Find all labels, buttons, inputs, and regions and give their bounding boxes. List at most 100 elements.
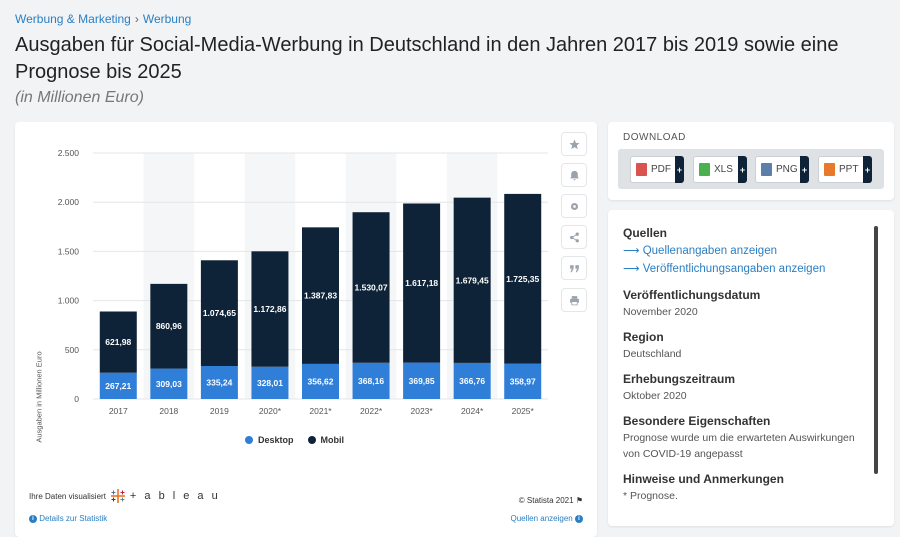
bar-desktop — [200, 366, 238, 399]
arrow-right-icon: ⟶ — [623, 263, 640, 275]
bar-mobil — [352, 212, 390, 363]
x-tick-label: 2025* — [512, 406, 535, 416]
show-sources-link[interactable]: Quellen anzeigen i — [510, 514, 583, 523]
bar-mobil — [504, 193, 542, 364]
x-tick-label: 2017 — [109, 406, 128, 416]
period-value: Oktober 2020 — [623, 390, 687, 402]
data-label-desktop: 356,62 — [308, 376, 334, 386]
data-label-mobil: 860,96 — [156, 321, 182, 331]
bar-chart: 0 500 1.000 1.500 2.000 2.500 267,21 621,98 2017… — [58, 148, 548, 416]
data-label-desktop: 366,76 — [459, 376, 485, 386]
bell-icon[interactable] — [561, 163, 587, 187]
legend-label-mobil: Mobil — [320, 435, 345, 445]
bar-desktop — [403, 362, 441, 399]
details-link[interactable]: i Details zur Statistik — [29, 514, 107, 523]
star-icon[interactable] — [561, 132, 587, 156]
legend-item-mobil[interactable]: Mobil — [307, 435, 345, 445]
legend-item-desktop[interactable]: Desktop — [245, 435, 294, 445]
bar-desktop — [99, 372, 137, 399]
bar-desktop — [504, 363, 542, 399]
x-tick-label: 2020* — [259, 406, 282, 416]
special-value: Prognose wurde um die erwarteten Auswirk… — [623, 432, 855, 460]
scrollbar[interactable] — [874, 226, 878, 474]
quote-icon[interactable] — [561, 256, 587, 280]
source-details-label: Quellenangaben anzeigen — [642, 245, 777, 257]
data-label-desktop: 335,24 — [206, 378, 232, 388]
breadcrumb-link-werbung[interactable]: Werbung — [142, 12, 192, 26]
legend-label-desktop: Desktop — [258, 435, 294, 445]
publication-details-link[interactable]: ⟶ Veröffentlichungsangaben anzeigen — [623, 260, 873, 278]
data-label-mobil: 621,98 — [105, 337, 131, 347]
details-link-label: Details zur Statistik — [39, 514, 108, 523]
y-tick-label: 0 — [74, 394, 79, 404]
download-ppt-button[interactable]: PPT + — [818, 156, 872, 183]
x-tick-label: 2024* — [461, 406, 484, 416]
pubdate-value: November 2020 — [623, 306, 698, 318]
data-label-mobil: 1.617,18 — [405, 278, 438, 288]
data-label-desktop: 309,03 — [156, 379, 182, 389]
download-bar: PDF + XLS + PNG + PPT + — [618, 149, 884, 189]
download-ppt-label: PPT — [839, 164, 859, 175]
plus-icon[interactable]: + — [675, 156, 684, 183]
visualized-text: Ihre Daten visualisiert — [29, 491, 106, 501]
tableau-icon — [110, 489, 125, 503]
share-icon[interactable] — [561, 225, 587, 249]
bar-mobil — [302, 227, 339, 364]
x-tick-label: 2018 — [159, 406, 178, 416]
x-tick-label: 2023* — [411, 406, 434, 416]
publication-details-label: Veröffentlichungsangaben anzeigen — [642, 263, 826, 275]
y-tick-label: 500 — [65, 345, 79, 355]
x-tick-label: 2019 — [210, 406, 229, 416]
source-details-link[interactable]: ⟶ Quellenangaben anzeigen — [623, 242, 873, 260]
bar-mobil — [403, 203, 441, 363]
bar-desktop — [352, 362, 390, 399]
arrow-right-icon: ⟶ — [623, 245, 640, 257]
print-icon[interactable] — [561, 288, 587, 312]
data-label-desktop: 369,85 — [409, 376, 435, 386]
show-sources-label: Quellen anzeigen — [510, 514, 573, 523]
plus-icon[interactable]: + — [738, 156, 747, 183]
chart-card: Ausgaben in Millionen Euro 0 500 1.000 1.50… — [15, 122, 597, 537]
sources-content: Quellen ⟶ Quellenangaben anzeigen ⟶ Verö… — [623, 226, 873, 514]
download-pdf-button[interactable]: PDF + — [630, 156, 684, 183]
plus-icon[interactable]: + — [800, 156, 809, 183]
plus-icon[interactable]: + — [863, 156, 872, 183]
bar-desktop — [150, 368, 188, 399]
y-tick-label: 1.000 — [58, 296, 80, 306]
bar-mobil — [453, 197, 491, 363]
breadcrumb-link-marketing[interactable]: Werbung & Marketing — [15, 12, 131, 26]
bar-desktop — [302, 363, 339, 399]
y-tick-label: 1.500 — [58, 246, 80, 256]
chart-legend: Desktop Mobil — [245, 435, 344, 445]
download-png-label: PNG — [776, 164, 798, 175]
data-label-mobil: 1.172,86 — [253, 304, 286, 314]
pubdate-heading: Veröffentlichungsdatum — [623, 288, 761, 302]
bar-mobil — [150, 283, 188, 369]
download-png-button[interactable]: PNG + — [755, 156, 809, 183]
data-label-desktop: 368,16 — [358, 376, 384, 386]
png-file-icon — [761, 163, 772, 176]
download-heading: DOWNLOAD — [623, 132, 686, 143]
notes-value: * Prognose. — [623, 490, 678, 502]
region-value: Deutschland — [623, 348, 682, 360]
x-tick-label: 2021* — [309, 406, 332, 416]
download-xls-button[interactable]: XLS + — [693, 156, 747, 183]
region-heading: Region — [623, 330, 664, 344]
legend-swatch-mobil — [307, 436, 316, 444]
bar-desktop — [453, 362, 491, 399]
data-label-mobil: 1.679,45 — [456, 275, 489, 285]
y-tick-label: 2.500 — [58, 148, 80, 158]
breadcrumb-separator: › — [134, 12, 139, 26]
gear-icon[interactable] — [561, 194, 587, 218]
bar-desktop — [251, 366, 289, 399]
data-label-desktop: 267,21 — [105, 381, 131, 391]
download-pdf-label: PDF — [651, 164, 671, 175]
info-icon: i — [575, 514, 583, 523]
y-tick-label: 2.000 — [58, 197, 80, 207]
bar-mobil — [99, 311, 137, 373]
x-tick-label: 2022* — [360, 406, 383, 416]
breadcrumb: Werbung & Marketing › Werbung — [15, 12, 191, 26]
download-xls-label: XLS — [714, 164, 733, 175]
tableau-credit[interactable]: Ihre Daten visualisiert + a b l e a u — [29, 488, 220, 504]
legend-swatch-desktop — [245, 436, 253, 444]
